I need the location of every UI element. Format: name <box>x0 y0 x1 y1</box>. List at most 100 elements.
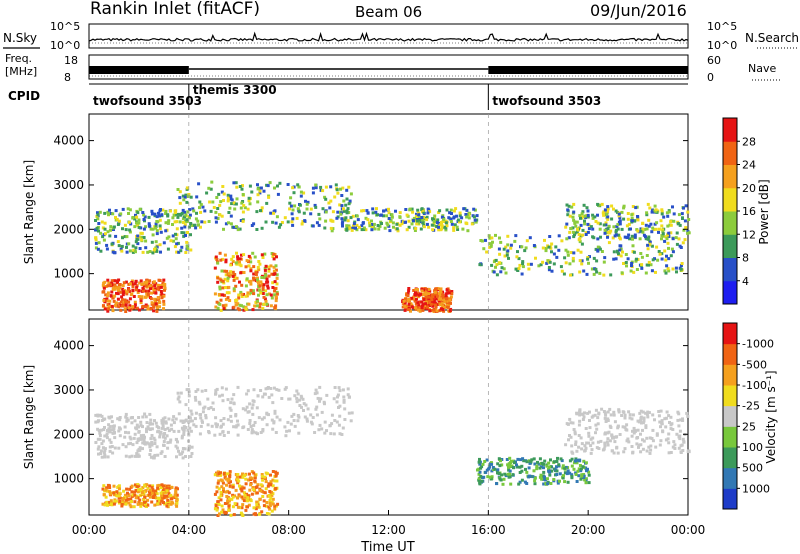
echo-cell <box>644 235 647 239</box>
echo-cell <box>566 250 570 254</box>
echo-cell <box>263 297 267 301</box>
echo-cell <box>268 504 272 508</box>
echo-cell <box>565 237 569 241</box>
echo-cell <box>136 490 140 494</box>
echo-cell <box>305 207 309 211</box>
echo-cell <box>105 243 109 247</box>
echo-cell <box>561 476 565 480</box>
echo-cell <box>301 220 305 224</box>
echo-cell <box>230 202 234 206</box>
echo-cell <box>579 467 583 471</box>
echo-cell <box>445 297 448 301</box>
echo-cell <box>216 261 220 265</box>
echo-cell <box>590 267 594 271</box>
echo-cell <box>108 445 112 449</box>
echo-cell <box>167 429 171 433</box>
echo-cell <box>591 216 595 220</box>
echo-cell <box>109 212 113 215</box>
echo-cell <box>687 218 691 221</box>
echo-cell <box>577 412 581 416</box>
echo-cell <box>413 299 417 303</box>
echo-cell <box>271 484 275 488</box>
echo-cell <box>258 512 261 516</box>
echo-cell <box>516 457 520 461</box>
echo-cell <box>249 288 253 292</box>
echo-cell <box>156 430 160 434</box>
echo-cell <box>375 207 378 211</box>
echo-cell <box>627 410 631 414</box>
echo-cell <box>583 411 586 415</box>
echo-cell <box>666 224 670 228</box>
echo-cell <box>671 237 675 241</box>
echo-cell <box>520 478 524 482</box>
echo-cell <box>586 257 590 261</box>
echo-cell <box>118 491 122 495</box>
echo-cell <box>440 215 444 219</box>
echo-cell <box>414 302 418 306</box>
echo-cell <box>113 294 117 298</box>
echo-cell <box>534 256 537 260</box>
echo-cell <box>135 306 139 310</box>
echo-cell <box>581 228 585 232</box>
echo-cell <box>543 238 546 242</box>
echo-cell <box>187 225 191 229</box>
echo-cell <box>140 295 144 299</box>
echo-cell <box>425 293 428 297</box>
echo-cell <box>274 304 278 308</box>
echo-cell <box>333 195 337 199</box>
echo-cell <box>663 269 667 273</box>
echo-cell <box>108 484 111 488</box>
echo-cell <box>659 439 663 443</box>
echo-cell <box>253 255 257 259</box>
echo-cell <box>587 431 591 435</box>
echo-cell <box>99 452 103 455</box>
echo-cell <box>347 224 351 228</box>
echo-cell <box>237 479 241 483</box>
echo-cell <box>250 406 254 410</box>
echo-cell <box>182 234 186 238</box>
echo-cell <box>383 226 387 230</box>
echo-cell <box>465 208 469 212</box>
echo-cell <box>175 455 178 459</box>
echo-cell <box>183 195 187 199</box>
echo-cell <box>623 416 627 420</box>
echo-cell <box>162 299 166 303</box>
echo-cell <box>259 483 263 487</box>
echo-cell <box>184 213 188 217</box>
echo-cell <box>259 209 262 213</box>
echo-cell <box>639 409 643 413</box>
echo-cell <box>193 417 197 421</box>
echo-cell <box>99 428 103 432</box>
echo-cell <box>593 413 597 417</box>
echo-cell <box>302 211 306 215</box>
echo-cell <box>436 218 440 222</box>
echo-cell <box>320 410 324 414</box>
echo-cell <box>96 437 100 441</box>
colorbar-swatch-1 <box>723 257 737 282</box>
echo-cell <box>525 239 529 243</box>
echo-cell <box>339 187 342 191</box>
echo-cell <box>134 454 137 458</box>
echo-cell <box>222 281 226 285</box>
echo-cell <box>632 270 636 274</box>
echo-cell <box>261 478 265 482</box>
echo-cell <box>248 472 251 476</box>
echo-cell <box>494 233 497 237</box>
echo-cell <box>423 290 427 294</box>
echo-cell <box>101 446 105 450</box>
echo-cell <box>260 473 264 476</box>
echo-cell <box>333 419 337 422</box>
echo-cell <box>125 250 129 254</box>
echo-cell <box>187 420 191 424</box>
echo-cell <box>648 436 652 440</box>
echo-cell <box>478 462 482 466</box>
echo-cell <box>584 231 588 235</box>
echo-cell <box>490 475 494 479</box>
echo-cell <box>417 215 421 219</box>
echo-cell <box>159 250 162 254</box>
echo-cell <box>447 291 451 295</box>
echo-cell <box>624 427 628 431</box>
echo-cell <box>654 208 658 212</box>
